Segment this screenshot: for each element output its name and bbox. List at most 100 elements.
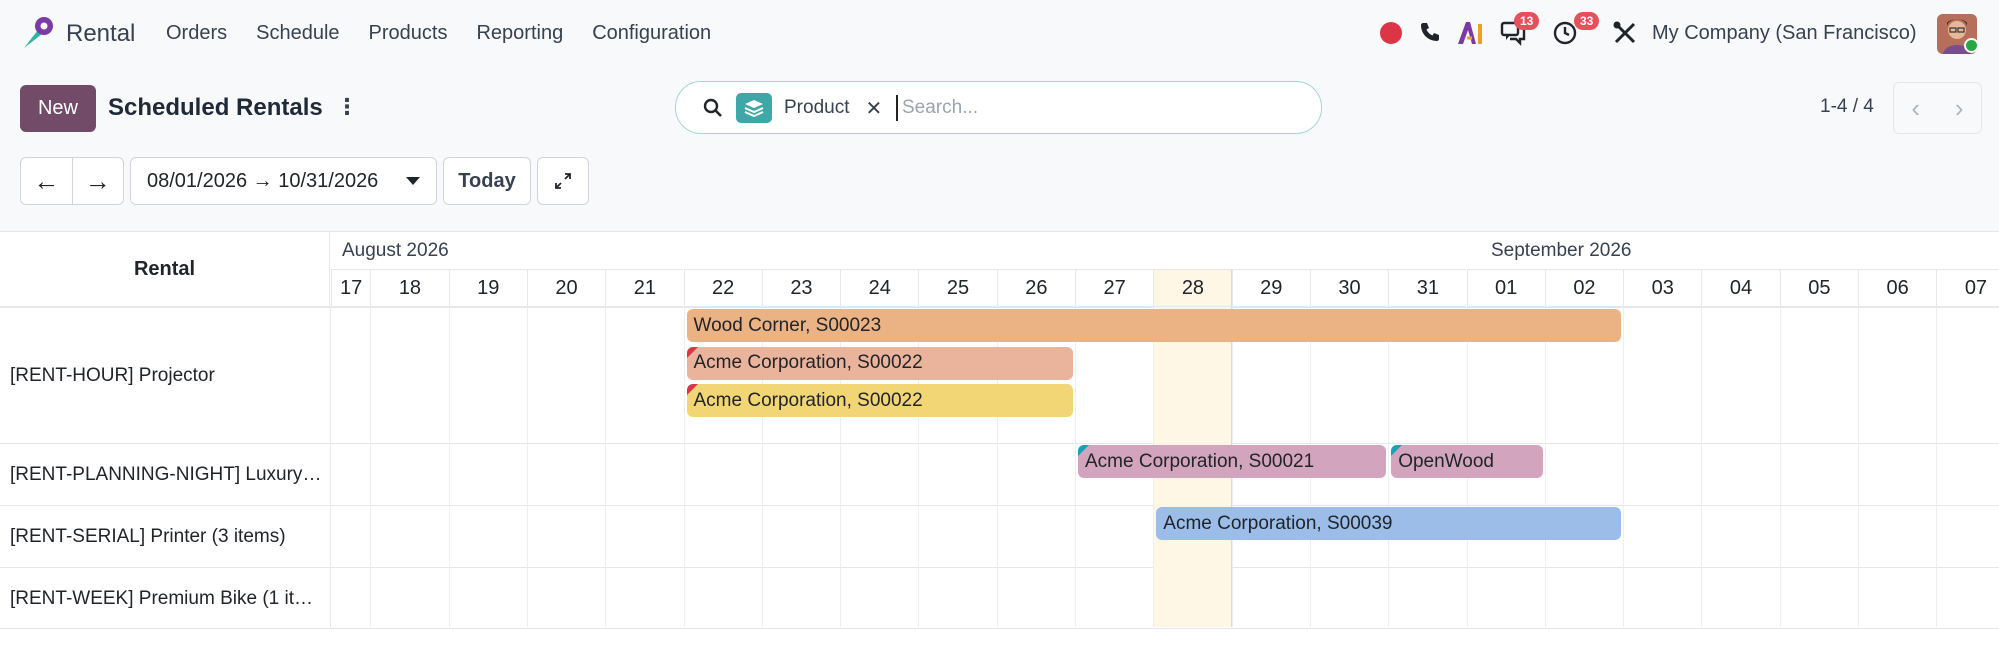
menu-orders[interactable]: Orders	[166, 22, 228, 44]
phone-icon[interactable]	[1418, 20, 1442, 44]
day-header: 29	[1231, 269, 1310, 307]
row-label-projector[interactable]: [RENT-HOUR] Projector	[10, 365, 215, 386]
day-header: 24	[840, 269, 919, 307]
record-icon[interactable]	[1380, 22, 1402, 44]
date-nav-group: ← →	[20, 157, 124, 205]
day-header: 26	[996, 269, 1075, 307]
activity-badge: 33	[1574, 12, 1600, 30]
menu-products[interactable]: Products	[368, 22, 448, 44]
page-title: Scheduled Rentals	[108, 94, 323, 121]
pager-buttons: ‹ ›	[1893, 82, 1982, 134]
status-flag-icon	[1078, 445, 1089, 456]
column-gridline	[683, 307, 685, 627]
rental-pill-label: Acme Corporation, S00039	[1163, 512, 1393, 534]
day-header: 19	[448, 269, 527, 307]
row-header-label: Rental	[133, 257, 196, 280]
gantt-row-header: Rental	[0, 232, 330, 307]
caret-down-icon	[406, 177, 420, 185]
activity-clock-icon[interactable]	[1552, 20, 1578, 46]
day-header: 02	[1544, 269, 1624, 307]
column-gridline	[840, 307, 842, 627]
month-label-august: August 2026	[342, 240, 449, 261]
day-header: 05	[1779, 269, 1858, 307]
search-input[interactable]	[896, 95, 1296, 121]
rental-pill[interactable]: OpenWood	[1391, 445, 1543, 478]
day-header: 06	[1858, 269, 1937, 307]
today-button[interactable]: Today	[443, 157, 531, 205]
rental-pill-label: Wood Corner, S00023	[693, 314, 882, 336]
label-separator	[330, 307, 331, 627]
row-divider	[0, 628, 1999, 629]
company-switcher[interactable]: My Company (San Francisco)	[1652, 22, 1917, 44]
day-header: 27	[1075, 269, 1154, 307]
rental-pill-label: Acme Corporation, S00022	[693, 389, 923, 411]
row-divider	[0, 567, 1999, 568]
column-gridline	[1623, 307, 1625, 627]
column-gridline	[370, 307, 372, 627]
pager-value[interactable]: 1-4 / 4	[1820, 96, 1874, 117]
previous-period-icon[interactable]: ←	[21, 158, 73, 204]
facet-label: Product	[784, 97, 850, 118]
rental-pill[interactable]: Acme Corporation, S00039	[1156, 507, 1622, 540]
day-header: 22	[683, 269, 762, 307]
rental-app-icon[interactable]	[18, 14, 56, 52]
column-gridline	[1075, 307, 1076, 627]
rental-pill[interactable]: Acme Corporation, S00022	[686, 384, 1073, 417]
column-gridline	[1936, 307, 1938, 627]
date-range-value: 08/01/2026 → 10/31/2026	[147, 169, 379, 192]
day-header: 17	[331, 269, 371, 307]
rental-pill[interactable]: Wood Corner, S00023	[686, 309, 1622, 342]
month-label-september: September 2026	[1491, 240, 1632, 261]
day-header: 31	[1388, 269, 1467, 307]
rental-pill-label: Acme Corporation, S00021	[1085, 450, 1315, 472]
day-header: 03	[1623, 269, 1702, 307]
rental-pill[interactable]: Acme Corporation, S00021	[1078, 445, 1387, 478]
status-flag-icon	[686, 384, 698, 395]
column-gridline	[1701, 307, 1703, 627]
row-divider	[0, 307, 1999, 308]
menu-schedule[interactable]: Schedule	[256, 22, 340, 44]
expand-button[interactable]	[537, 157, 589, 205]
top-navbar: Rental Orders Schedule Products Reportin…	[0, 0, 1999, 68]
column-gridline	[526, 307, 528, 627]
menu-reporting[interactable]: Reporting	[476, 22, 564, 44]
column-gridline	[605, 307, 607, 627]
pager-next-icon[interactable]: ›	[1954, 92, 1964, 123]
next-period-icon[interactable]: →	[84, 165, 111, 196]
remove-facet-icon[interactable]: ✕	[865, 97, 883, 120]
more-actions-icon[interactable]: ⋮	[336, 94, 358, 119]
debug-tools-icon[interactable]	[1612, 20, 1638, 46]
search-bar: Product ✕	[675, 81, 1322, 134]
main-menu: Orders Schedule Products Reporting Confi…	[166, 22, 740, 45]
messages-badge: 13	[1514, 12, 1540, 30]
column-gridline	[1779, 307, 1781, 627]
menu-configuration[interactable]: Configuration	[592, 22, 712, 44]
rental-pill-label: Acme Corporation, S00022	[693, 352, 923, 373]
rental-pill-label: OpenWood	[1398, 450, 1494, 472]
ai-icon[interactable]	[1456, 20, 1484, 46]
search-icon[interactable]	[702, 97, 724, 119]
column-gridline	[996, 307, 998, 627]
row-divider	[0, 505, 1999, 506]
status-flag-icon	[686, 346, 698, 358]
day-header: 07	[1936, 269, 1999, 307]
column-gridline	[1544, 307, 1546, 627]
date-range-picker[interactable]: 08/01/2026 → 10/31/2026	[130, 157, 437, 205]
search-facet: Product ✕	[736, 93, 882, 123]
row-label-luxury-suite[interactable]: [RENT-PLANNING-NIGHT] Luxury Suite	[10, 464, 322, 485]
new-button[interactable]: New	[20, 85, 96, 132]
pager-previous-icon[interactable]: ‹	[1911, 92, 1921, 123]
row-label-premium-bike[interactable]: [RENT-WEEK] Premium Bike (1 item)	[10, 588, 322, 609]
column-gridline	[918, 307, 920, 627]
column-gridline	[448, 307, 450, 627]
day-header: 20	[526, 269, 606, 307]
column-gridline	[1388, 307, 1390, 627]
column-gridline	[1858, 307, 1859, 627]
day-header: 01	[1466, 269, 1545, 307]
day-header: 28	[1153, 269, 1232, 307]
gantt-view: Rental August 2026 September 2026 [RENT-…	[0, 231, 1999, 663]
row-label-printer[interactable]: [RENT-SERIAL] Printer (3 items)	[10, 526, 286, 547]
app-name[interactable]: Rental	[66, 20, 136, 47]
control-panel: New Scheduled Rentals ⋮ Product ✕ 1-4 / …	[0, 68, 1999, 231]
rental-pill[interactable]: Acme Corporation, S00022	[686, 346, 1073, 380]
